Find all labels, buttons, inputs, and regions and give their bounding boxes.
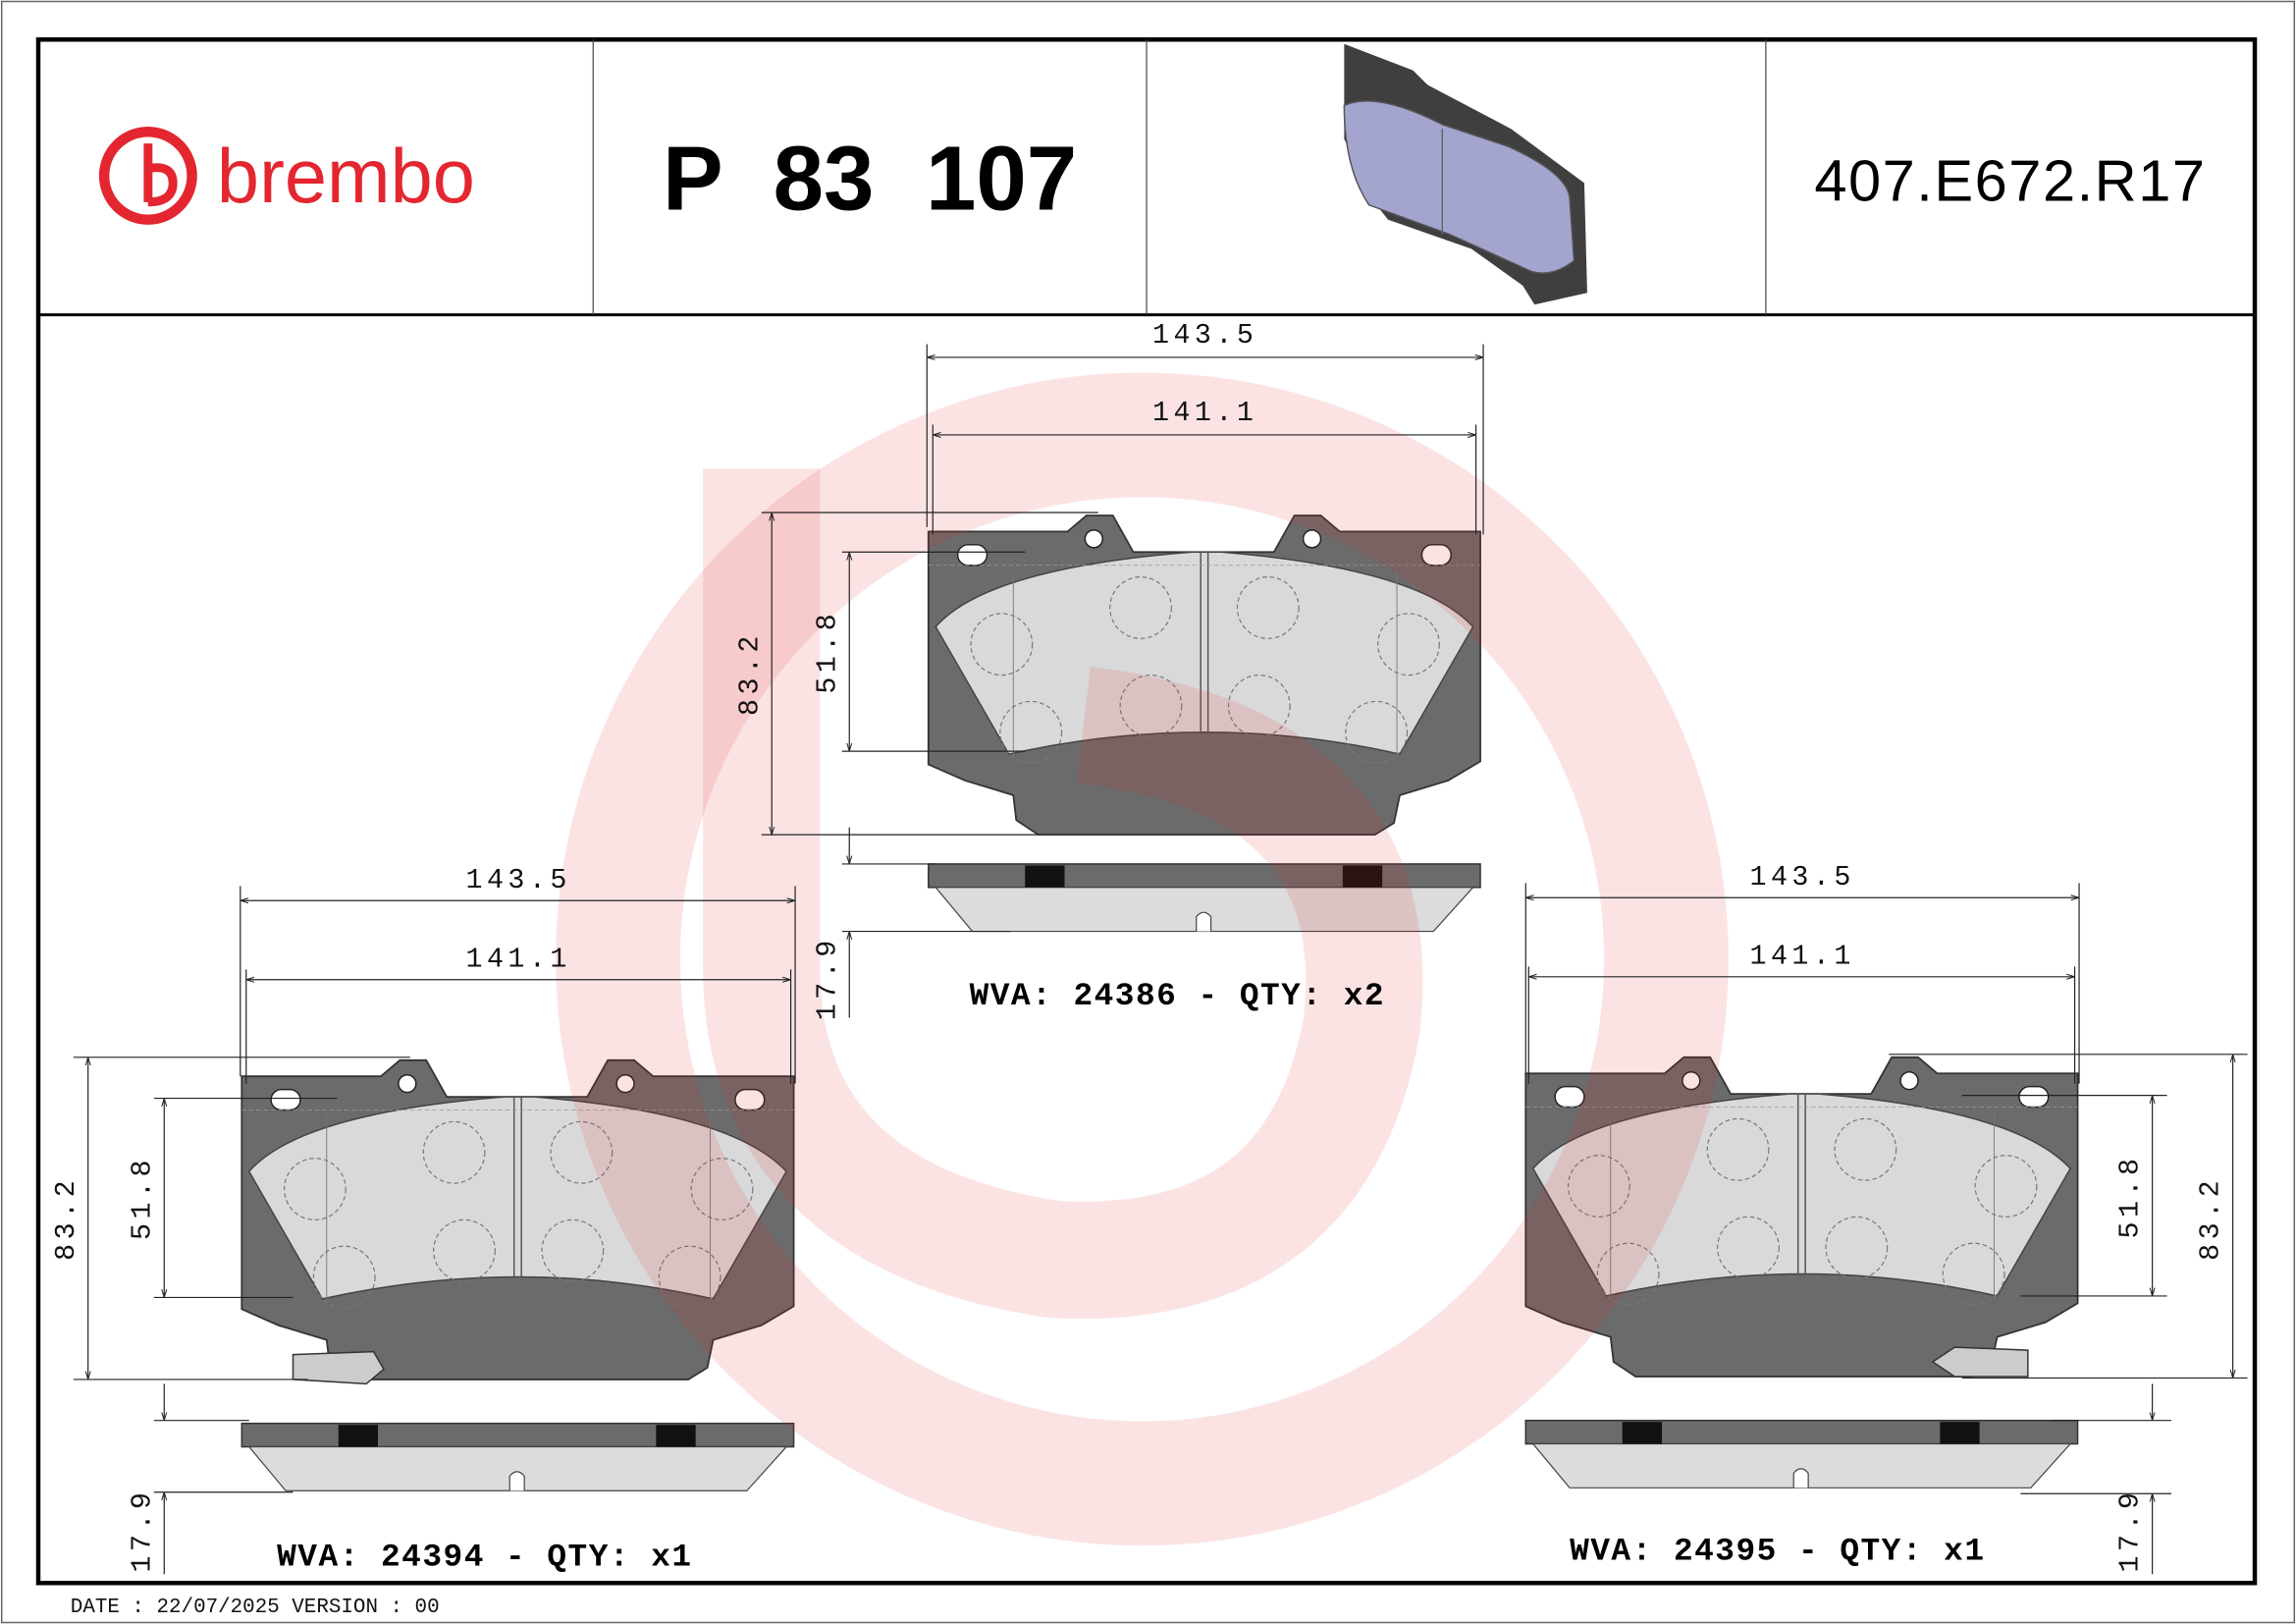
pad-right-drawing [1524,1056,2079,1489]
wear-sensor [292,1350,385,1385]
dim-width-inner: 141.1 [465,943,570,975]
dim-width-outer: 143.5 [465,864,570,896]
dim-height-total: 83.2 [733,631,766,716]
dimensions-left: 143.5 141.1 83.2 51.8 17.9 WVA: 24394 - … [50,864,796,1575]
dim-width-outer: 143.5 [1749,861,1854,893]
dim-height-total: 83.2 [50,1176,82,1261]
brembo-logo: brembo [98,127,475,225]
wva-label: WVA: 24386 - QTY: x2 [970,978,1385,1014]
wear-sensor [1931,1346,2029,1378]
wva-label: WVA: 24394 - QTY: x1 [277,1539,692,1575]
dim-height-friction: 51.8 [811,610,843,694]
pad-3d-image [1343,43,1587,305]
dim-width-inner: 141.1 [1152,397,1257,429]
dim-height-total: 83.2 [2195,1176,2227,1261]
dimensions-right: 143.5 141.1 83.2 51.8 17.9 WVA: 24395 - … [1524,861,2248,1575]
brand-name: brembo [217,135,475,219]
dim-thickness: 17.9 [811,936,843,1020]
dim-thickness: 17.9 [126,1489,158,1573]
wva-label: WVA: 24395 - QTY: x1 [1570,1533,1985,1569]
date-version: DATE : 22/07/2025 VERSION : 00 [71,1597,440,1619]
dim-width-inner: 141.1 [1749,940,1854,972]
dim-width-outer: 143.5 [1152,319,1257,352]
pad-left-drawing [240,1058,795,1492]
dim-height-friction: 51.8 [2114,1155,2147,1239]
dim-thickness: 17.9 [2114,1489,2147,1573]
dimensions-top: 143.5 141.1 83.2 51.8 17.9 WVA: 24386 - … [733,319,1484,1020]
part-number: P 83 107 [663,127,1077,229]
dim-height-friction: 51.8 [126,1156,158,1240]
reference-code: 407.E672.R17 [1814,147,2206,213]
